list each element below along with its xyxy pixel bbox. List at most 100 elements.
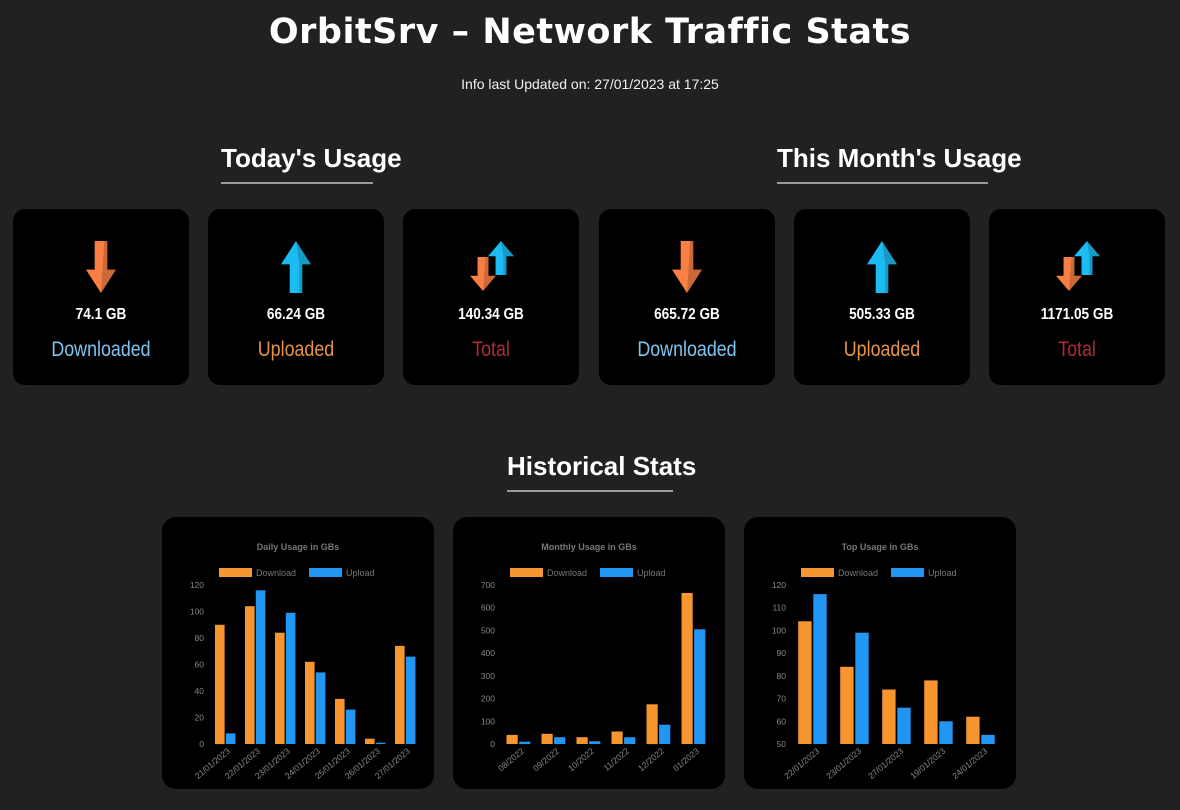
chart-title: Top Usage in GBs	[842, 542, 919, 552]
card-amount: 505.33 GB	[849, 306, 915, 323]
bar-download	[506, 734, 518, 744]
y-tick-label: 100	[190, 607, 204, 617]
card-label: Downloaded	[51, 338, 151, 361]
bar-download	[275, 632, 285, 744]
arrow-up-icon	[867, 241, 897, 293]
bar-download	[335, 698, 345, 744]
x-tick-label: 01/2023	[671, 746, 701, 774]
legend-label-download: Download	[547, 568, 587, 578]
card-label: Total	[472, 338, 510, 361]
arrow-up-icon	[281, 241, 311, 293]
chart-title: Daily Usage in GBs	[257, 542, 340, 552]
legend-swatch-download	[219, 568, 252, 577]
bar-upload	[519, 741, 531, 744]
daily-usage-chart-card: Daily Usage in GBs Download Upload 0 20 40 60 8…	[162, 517, 434, 789]
monthly-usage-chart: Monthly Usage in GBs Download Upload 0 100 20…	[481, 542, 706, 774]
y-tick-label: 400	[481, 648, 495, 658]
y-tick-label: 70	[777, 694, 787, 704]
card-label: Uploaded	[843, 338, 921, 361]
y-tick-label: 50	[777, 739, 787, 749]
x-tick-label: 10/2022	[566, 746, 596, 774]
legend-swatch-upload	[891, 568, 924, 577]
x-tick-label: 23/01/2023	[824, 746, 863, 781]
today-downloaded-card: 74.1 GB Downloaded	[13, 209, 189, 385]
section-heading-month: This Month's Usage	[777, 143, 1022, 184]
arrow-down-shape	[1056, 257, 1082, 291]
legend-label-upload: Upload	[928, 568, 957, 578]
y-tick-label: 60	[195, 660, 205, 670]
x-tick-label: 11/2022	[601, 746, 631, 773]
bar-download	[798, 621, 812, 744]
month-downloaded-card: 665.72 GB Downloaded	[599, 209, 775, 385]
legend-label-download: Download	[256, 568, 296, 578]
arrow-down-icon	[86, 241, 116, 293]
arrow-down-shape	[672, 241, 702, 293]
y-tick-label: 80	[777, 671, 787, 681]
y-tick-label: 700	[481, 580, 495, 590]
legend-label-upload: Upload	[346, 568, 375, 578]
y-tick-label: 600	[481, 603, 495, 613]
top-usage-chart: Top Usage in GBs Download Upload 50 60 70 80 90…	[772, 542, 995, 781]
card-amount: 665.72 GB	[654, 306, 720, 323]
y-tick-label: 80	[195, 633, 205, 643]
bar-upload	[897, 707, 911, 744]
monthly-usage-chart-card: Monthly Usage in GBs Download Upload 0 100 20…	[453, 517, 725, 789]
y-tick-label: 300	[481, 671, 495, 681]
bar-download	[576, 737, 588, 744]
legend-label-download: Download	[838, 568, 878, 578]
section-heading-historical: Historical Stats	[507, 451, 696, 492]
legend-swatch-download	[801, 568, 834, 577]
bar-upload	[255, 590, 266, 744]
y-tick-label: 120	[772, 580, 786, 590]
last-updated-text: Info last Updated on: 27/01/2023 at 17:2…	[461, 76, 719, 92]
legend-swatch-upload	[309, 568, 342, 577]
bar-upload	[624, 737, 636, 744]
y-tick-label: 120	[190, 580, 204, 590]
bar-download	[365, 738, 375, 744]
bar-upload	[694, 629, 706, 744]
month-total-card: 1171.05 GB Total	[989, 209, 1165, 385]
arrows-updown-icon	[1056, 241, 1100, 291]
card-amount: 74.1 GB	[75, 306, 127, 323]
bar-upload	[345, 709, 356, 744]
bar-upload	[225, 733, 236, 744]
bar-download	[541, 733, 553, 744]
bar-upload	[554, 737, 566, 744]
bar-download	[882, 689, 896, 744]
today-total-card: 140.34 GB Total	[403, 209, 579, 385]
y-tick-label: 100	[772, 625, 786, 635]
legend-swatch-upload	[600, 568, 633, 577]
bar-download	[646, 704, 658, 745]
y-tick-label: 60	[777, 716, 787, 726]
arrow-down-shape	[470, 257, 496, 291]
bar-download	[245, 606, 255, 744]
bar-upload	[813, 594, 827, 744]
arrow-down-icon	[672, 241, 702, 293]
bar-download	[966, 716, 980, 744]
page-title: OrbitSrv – Network Traffic Stats	[268, 12, 912, 52]
bar-upload	[405, 656, 416, 744]
month-uploaded-card: 505.33 GB Uploaded	[794, 209, 970, 385]
bar-download	[840, 666, 854, 744]
bar-download	[681, 593, 693, 744]
x-tick-label: 27/01/2023	[866, 746, 905, 781]
bar-download	[924, 680, 938, 744]
daily-usage-chart: Daily Usage in GBs Download Upload 0 20 40 60 8…	[190, 542, 416, 781]
x-tick-label: 12/2022	[636, 746, 666, 774]
legend-label-upload: Upload	[637, 568, 666, 578]
chart-title: Monthly Usage in GBs	[541, 542, 637, 552]
x-tick-label: 08/2022	[496, 746, 526, 774]
bar-download	[395, 645, 405, 744]
y-tick-label: 200	[481, 694, 495, 704]
x-tick-label: 19/01/2023	[908, 746, 947, 781]
card-label: Uploaded	[257, 338, 335, 361]
y-tick-label: 90	[777, 648, 787, 658]
y-tick-label: 110	[772, 603, 786, 613]
bar-upload	[939, 721, 953, 744]
x-tick-label: 24/01/2023	[950, 746, 989, 781]
y-tick-label: 500	[481, 625, 495, 635]
bar-upload	[981, 734, 995, 744]
arrow-up-shape	[488, 241, 514, 275]
y-tick-label: 40	[195, 686, 205, 696]
arrow-down-shape	[86, 241, 116, 293]
